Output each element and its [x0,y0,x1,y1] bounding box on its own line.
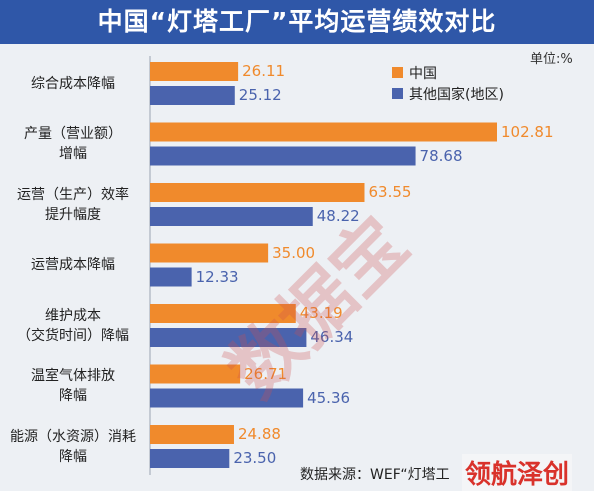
value-label-other-5: 45.36 [307,388,351,407]
unit-label: 单位:% [530,52,573,67]
value-label-other-0: 25.12 [238,86,282,104]
bar-china-1 [150,122,497,142]
bar-china-4 [150,304,296,323]
bar-china-5 [150,364,241,384]
bar-other-5 [150,388,304,408]
category-label-line: 降幅 [59,448,87,465]
legend: 中国 其他国家(地区) [392,62,504,104]
value-label-other-2: 48.22 [316,207,360,225]
value-label-china-5: 26.71 [244,364,288,383]
category-label-4: 维护成本 （交货时间）降幅 [0,306,146,346]
legend-swatch-other [392,88,403,99]
category-label-line: 提升幅度 [45,206,101,223]
source-note: 数据来源：WEF“灯塔工 [300,467,450,483]
value-label-other-1: 78.68 [419,146,463,165]
value-label-china-6: 24.88 [237,425,281,443]
value-label-china-3: 35.00 [272,243,316,262]
title-bar [0,0,594,44]
legend-label-china: 中国 [409,65,437,82]
brand-logo: 领航泽创 [462,454,573,491]
bar-other-0 [150,86,235,105]
category-label-line: 温室气体排放 [31,368,115,384]
category-label-line: 增幅 [59,146,87,162]
category-label-line: 降幅 [59,388,87,404]
category-label-line: 综合成本降幅 [31,75,115,92]
category-label-6: 能源（水资源）消耗 降幅 [0,427,146,467]
chart-title: 中国“灯塔工厂”平均运营绩效对比 [97,7,497,36]
bar-other-6 [150,449,230,468]
category-label-1: 产量（营业额） 增幅 [0,124,146,164]
value-label-other-3: 12.33 [195,267,239,286]
bar-china-0 [150,62,239,81]
value-label-china-4: 43.19 [299,304,343,322]
category-label-2: 运营（生产）效率 提升幅度 [0,185,146,225]
bar-other-1 [150,146,416,166]
value-label-other-6: 23.50 [233,449,277,467]
category-label-line: 能源（水资源）消耗 [10,428,136,445]
bar-other-2 [150,207,313,226]
value-label-china-1: 102.81 [501,122,554,141]
legend-swatch-china [392,67,403,78]
chart-panel [0,44,594,491]
category-label-line: 产量（营业额） [24,126,122,142]
bar-other-4 [150,328,307,347]
category-label-0: 综合成本降幅 [0,74,146,94]
bar-china-2 [150,183,365,202]
category-label-3: 运营成本降幅 [0,255,146,275]
value-label-other-4: 46.34 [310,328,354,346]
category-label-5: 温室气体排放 降幅 [0,366,146,406]
bar-china-3 [150,243,269,263]
legend-label-other: 其他国家(地区) [409,86,504,103]
category-label-line: 运营（生产）效率 [17,186,129,203]
category-label-line: 运营成本降幅 [31,257,115,273]
category-label-line: （交货时间）降幅 [17,327,129,344]
legend-item-china: 中国 [392,62,504,83]
bar-china-6 [150,425,234,444]
category-label-line: 维护成本 [45,307,101,324]
bar-other-3 [150,267,192,287]
value-label-china-0: 26.11 [242,62,286,80]
legend-item-other: 其他国家(地区) [392,83,504,104]
value-label-china-2: 63.55 [368,183,412,201]
